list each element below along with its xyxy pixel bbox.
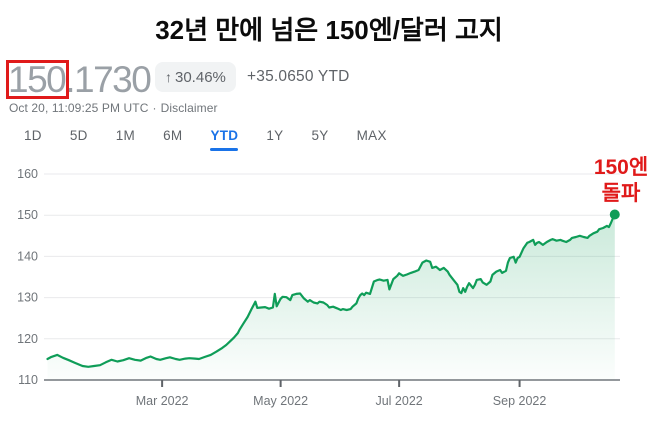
y-axis-label-160: 160 [17,167,38,181]
quote-price: 150.1730 [8,59,152,100]
price-line [46,213,616,368]
end-point-dot [609,209,620,220]
tab-label: 1D [24,128,42,143]
y-axis-label-140: 140 [17,249,38,263]
tab-5y[interactable]: 5Y [311,128,328,144]
y-axis-label-130: 130 [17,291,38,305]
tab-label: 1M [115,128,136,143]
y-axis-label-110: 110 [18,373,38,387]
x-axis-label: Sep 2022 [493,394,547,408]
ytd-change: +35.0650 YTD [247,68,350,85]
price-chart[interactable]: 160 150 140 130 120 110 Mar 2022 May 2022 Jul 20… [0,160,658,426]
dot-separator: · [152,101,157,115]
disclaimer-link[interactable]: Disclaimer [160,101,218,115]
annotation-line2: 돌파 [601,182,641,205]
timestamp-text: Oct 20, 11:09:25 PM UTC [9,101,149,115]
timestamp-row: Oct 20, 11:09:25 PM UTC · Disclaimer [9,101,218,115]
tab-ytd[interactable]: YTD [210,128,239,151]
x-axis-label: Jul 2022 [375,394,422,408]
change-badge: ↑ 30.46% [155,62,236,92]
price-chart-svg[interactable]: 160 150 140 130 120 110 Mar 2022 May 2022 Jul 20… [0,160,658,426]
tab-label: 6M [163,128,183,143]
x-axis-label: May 2022 [253,394,308,408]
tab-max[interactable]: MAX [357,128,387,144]
price-area-fill [47,214,615,380]
annotation-line1: 150엔 [593,156,649,179]
quote-price-row: 150.1730 [8,59,152,100]
tab-6m[interactable]: 6M [163,128,182,144]
quote-price-integer: 150 [8,59,67,100]
quote-price-decimals: .1730 [65,59,152,100]
active-tab-underline [210,148,239,151]
tab-1y[interactable]: 1Y [266,128,283,144]
tab-label: MAX [356,128,387,143]
tab-label: 5D [69,128,88,143]
tab-label: YTD [210,128,239,143]
tab-1d[interactable]: 1D [24,128,42,144]
page-title: 32년 만에 넘은 150엔/달러 고지 [155,15,503,45]
tab-label: 5Y [311,128,329,143]
breakout-annotation: 150엔 돌파 [586,155,656,207]
x-axis-label: Mar 2022 [136,394,189,408]
y-axis-label-150: 150 [17,208,38,222]
tab-1m[interactable]: 1M [116,128,135,144]
change-percent: 30.46% [175,69,226,86]
tab-label: 1Y [266,128,284,143]
tab-5d[interactable]: 5D [70,128,88,144]
up-arrow-icon: ↑ [165,69,172,85]
time-range-tabs: 1D 5D 1M 6M YTD 1Y 5Y MAX [24,128,387,151]
y-axis-label-120: 120 [17,332,38,346]
